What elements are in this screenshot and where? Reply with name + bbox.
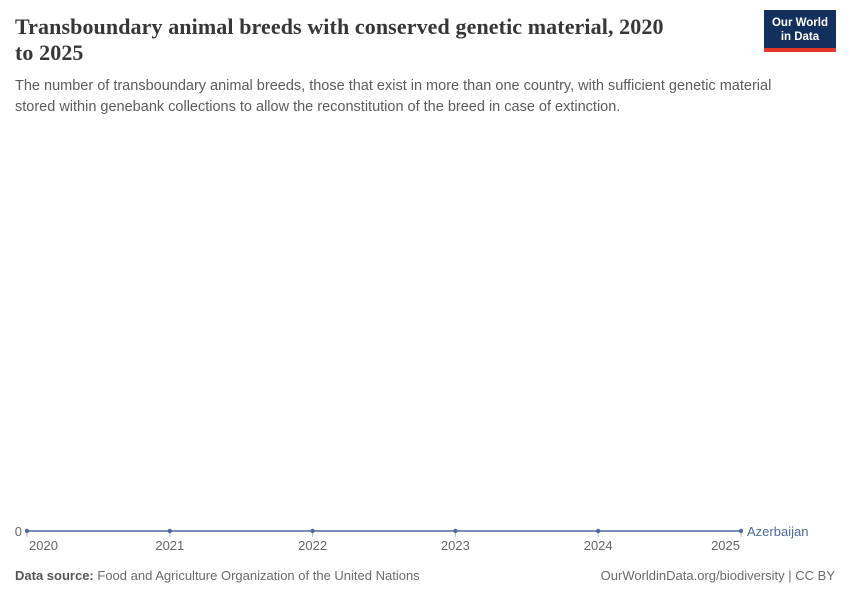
chart-footer: Data source: Food and Agriculture Organi… bbox=[15, 568, 835, 584]
x-axis-tick-label-2020: 2020 bbox=[29, 538, 58, 553]
chart-subtitle: The number of transboundary animal breed… bbox=[15, 76, 835, 118]
attribution: OurWorldinData.org/biodiversity | CC BY bbox=[601, 568, 835, 584]
owid-logo-line2: in Data bbox=[780, 31, 820, 43]
data-source: Data source: Food and Agriculture Organi… bbox=[15, 568, 420, 584]
data-point-2024[interactable] bbox=[596, 528, 601, 534]
data-point-2022[interactable] bbox=[310, 528, 315, 534]
chart-subtitle-line1: The number of transboundary animal breed… bbox=[15, 78, 772, 94]
owid-logo-line1: Our World bbox=[771, 17, 828, 29]
x-axis-tick-label-2021: 2021 bbox=[155, 538, 185, 553]
data-source-label: Data source: bbox=[15, 568, 94, 583]
owid-logo[interactable]: Our World in Data bbox=[763, 10, 836, 52]
chart-subtitle-line2: stored within genebank collections to al… bbox=[15, 99, 621, 115]
page-title: Transboundary animal breeds with conserv… bbox=[15, 14, 745, 66]
chart-header: Transboundary animal breeds with conserv… bbox=[0, 0, 850, 118]
page-title-line1: Transboundary animal breeds with conserv… bbox=[15, 14, 664, 39]
data-point-2023[interactable] bbox=[453, 528, 458, 534]
data-point-2025[interactable] bbox=[738, 528, 744, 534]
page-title-line2: to 2025 bbox=[15, 40, 84, 65]
x-axis-tick-label-2024: 2024 bbox=[583, 538, 613, 553]
data-source-value: Food and Agriculture Organization of the… bbox=[97, 568, 420, 583]
data-point-2021[interactable] bbox=[167, 528, 172, 534]
x-axis-tick-label-2023: 2023 bbox=[440, 538, 470, 553]
x-axis-tick-label-2022: 2022 bbox=[298, 538, 328, 553]
series-label-azerbaijan[interactable]: Azerbaijan bbox=[747, 524, 809, 539]
attribution-link[interactable]: OurWorldinData.org/biodiversity bbox=[600, 568, 785, 583]
x-axis-tick-label-2025: 2025 bbox=[711, 538, 740, 553]
license-label: | CC BY bbox=[788, 568, 835, 583]
y-axis-zero-label: 0 bbox=[14, 524, 22, 539]
data-point-2020[interactable] bbox=[24, 528, 30, 534]
